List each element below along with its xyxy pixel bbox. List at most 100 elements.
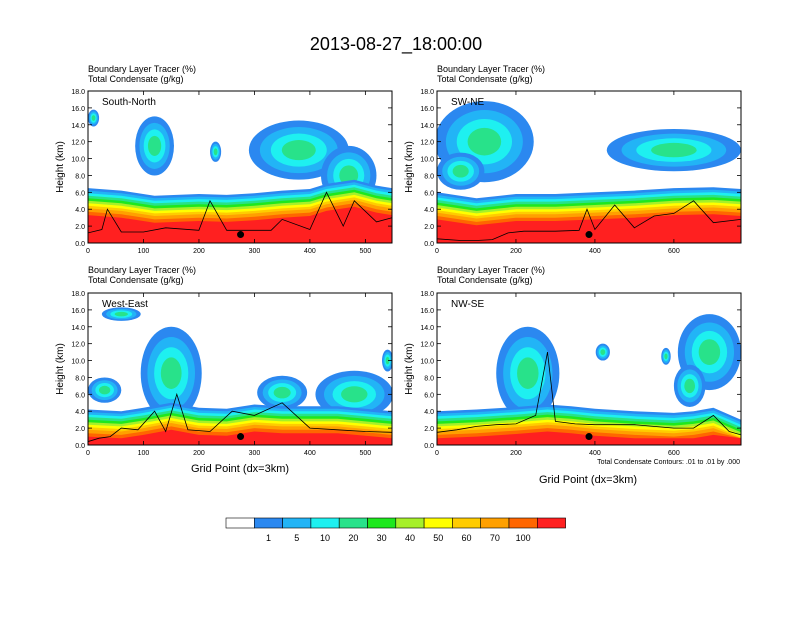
- cloud-band: [664, 353, 668, 360]
- y-tick-label: 8.0: [424, 375, 434, 382]
- y-tick-label: 8.0: [75, 375, 85, 382]
- panel-frame: [87, 292, 393, 446]
- cloud-band: [98, 385, 111, 395]
- y-axis-title: Height (km): [55, 141, 66, 193]
- panel-label: SW-NE: [451, 97, 484, 108]
- location-marker: [585, 231, 593, 239]
- terrain-contour: [88, 191, 392, 234]
- y-tick-label: 2.0: [424, 224, 434, 231]
- plot-area: [88, 293, 392, 445]
- colorbar-box: [282, 517, 312, 529]
- location-marker: [237, 433, 245, 441]
- colorbar-label: 5: [294, 533, 299, 543]
- x-tick-label: 600: [668, 248, 680, 255]
- x-tick-label: 200: [193, 248, 205, 255]
- colorbar-box: [395, 517, 425, 529]
- y-tick-label: 14.0: [71, 123, 85, 130]
- cloud-band: [452, 164, 469, 178]
- panel-label: South-North: [102, 97, 156, 108]
- colorbar-box: [423, 517, 453, 529]
- y-tick-label: 10.0: [71, 359, 85, 366]
- terrain-contour: [88, 392, 392, 442]
- colorbar-label: 70: [490, 533, 500, 543]
- panel-sw-ne: 0.0 2.0 4.0 6.0 8.0 10.0 12.0 14.0 16.0 18.0 0 200 4…: [420, 89, 742, 255]
- y-tick-label: 16.0: [420, 106, 434, 113]
- plot-area: [88, 91, 392, 243]
- y-tick-label: 12.0: [71, 342, 85, 349]
- cloud-band: [467, 127, 502, 156]
- cloud-band: [147, 135, 162, 156]
- panels: 0.0 2.0 4.0 6.0 8.0 10.0 12.0 14.0 16.0 18.0 0 100 2…: [71, 89, 742, 457]
- x-tick-label: 400: [589, 450, 601, 457]
- x-tick-label: 400: [304, 450, 316, 457]
- colorbar-label: 30: [377, 533, 387, 543]
- y-tick-label: 10.0: [420, 157, 434, 164]
- x-tick-label: 100: [138, 248, 150, 255]
- x-tick-label: 200: [510, 248, 522, 255]
- panel-header-line1: Boundary Layer Tracer (%): [437, 64, 545, 74]
- figure-title: 2013-08-27_18:00:00: [310, 34, 482, 55]
- y-tick-label: 6.0: [424, 190, 434, 197]
- terrain-contour: [437, 200, 741, 241]
- colorbar-label: 60: [462, 533, 472, 543]
- colorbar: 1 5 10 20 30 40 50 60 70 100: [225, 517, 566, 543]
- cloud-band: [385, 356, 390, 365]
- cloud-band: [273, 386, 291, 399]
- y-axis-title: Height (km): [404, 343, 415, 395]
- y-tick-label: 18.0: [71, 89, 85, 96]
- y-tick-label: 0.0: [75, 443, 85, 450]
- y-tick-label: 2.0: [75, 426, 85, 433]
- x-tick-label: 0: [435, 248, 439, 255]
- y-tick-label: 18.0: [420, 291, 434, 298]
- colorbar-box: [338, 517, 368, 529]
- y-tick-label: 6.0: [75, 190, 85, 197]
- x-tick-label: 400: [589, 248, 601, 255]
- panel-label: NW-SE: [451, 299, 484, 310]
- cloud-band: [600, 349, 606, 355]
- x-tick-label: 200: [510, 450, 522, 457]
- colorbar-box: [254, 517, 283, 529]
- y-tick-label: 14.0: [71, 325, 85, 332]
- panel-west-east: 0.0 2.0 4.0 6.0 8.0 10.0 12.0 14.0 16.0 18.0 0 100 2…: [71, 291, 393, 457]
- y-tick-label: 12.0: [420, 140, 434, 147]
- y-tick-label: 14.0: [420, 123, 434, 130]
- panel-header-line2: Total Condensate (g/kg): [88, 74, 184, 84]
- y-tick-label: 16.0: [71, 106, 85, 113]
- panel-header-line1: Boundary Layer Tracer (%): [437, 265, 545, 275]
- cloud-band: [341, 386, 368, 403]
- colorbar-box: [452, 517, 481, 529]
- cloud-band: [281, 140, 316, 161]
- y-tick-label: 0.0: [424, 241, 434, 248]
- cloud-band: [160, 357, 182, 390]
- x-tick-label: 100: [138, 450, 150, 457]
- y-tick-label: 0.0: [424, 443, 434, 450]
- colorbar-box: [508, 517, 538, 529]
- cloud-band: [651, 142, 697, 158]
- panel-south-north: 0.0 2.0 4.0 6.0 8.0 10.0 12.0 14.0 16.0 18.0 0 100 2…: [71, 89, 393, 255]
- y-axis-title: Height (km): [55, 343, 66, 395]
- colorbar-box: [310, 517, 340, 529]
- colorbar-label: 40: [405, 533, 415, 543]
- colorbar-label: 1: [266, 533, 271, 543]
- colorbar-label: 100: [516, 533, 531, 543]
- y-tick-label: 16.0: [420, 308, 434, 315]
- colorbar-box: [225, 517, 255, 529]
- y-tick-label: 4.0: [424, 409, 434, 416]
- panel-header-line1: Boundary Layer Tracer (%): [88, 64, 196, 74]
- y-tick-label: 18.0: [71, 291, 85, 298]
- y-tick-label: 8.0: [75, 173, 85, 180]
- y-tick-label: 4.0: [75, 207, 85, 214]
- cloud-band: [114, 311, 128, 317]
- x-tick-label: 400: [304, 248, 316, 255]
- x-tick-label: 300: [249, 248, 261, 255]
- panel-header-line2: Total Condensate (g/kg): [88, 275, 184, 285]
- y-tick-label: 2.0: [424, 426, 434, 433]
- tracer-band: [437, 214, 741, 243]
- y-tick-label: 6.0: [75, 392, 85, 399]
- y-tick-label: 10.0: [420, 359, 434, 366]
- colorbar-box: [536, 517, 566, 529]
- colorbar-label: 20: [348, 533, 358, 543]
- y-axis-title: Height (km): [404, 141, 415, 193]
